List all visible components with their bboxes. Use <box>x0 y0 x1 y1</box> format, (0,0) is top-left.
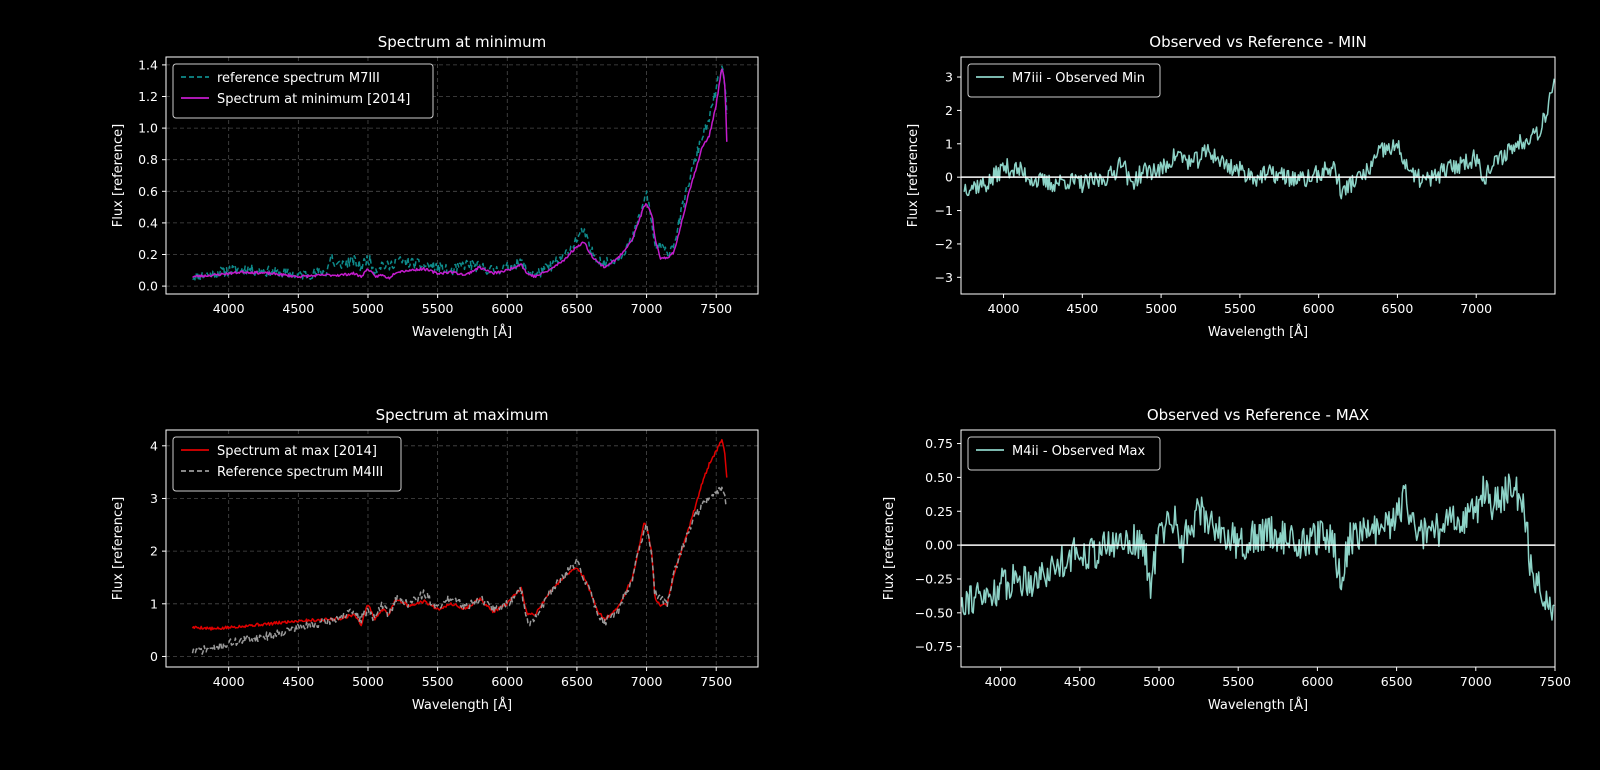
y-tick-label: −0.75 <box>915 639 953 654</box>
x-tick-label: 7000 <box>631 301 663 316</box>
chart-title: Spectrum at minimum <box>378 33 546 51</box>
series-line-2 <box>191 486 728 655</box>
x-tick-label: 6000 <box>491 301 523 316</box>
y-tick-label: 3 <box>945 70 953 85</box>
axes-frame <box>165 429 759 668</box>
legend-label: Spectrum at max [2014] <box>217 444 377 459</box>
legend-label: Reference spectrum M4III <box>217 465 383 480</box>
legend-label: reference spectrum M7III <box>217 71 380 86</box>
chart-title: Spectrum at maximum <box>376 406 549 424</box>
y-axis-label: Flux [reference] <box>882 497 897 600</box>
y-tick-label: 1.2 <box>138 89 158 104</box>
x-tick-label: 5000 <box>1143 674 1175 689</box>
series-line-1 <box>963 78 1555 200</box>
x-tick-label: 6000 <box>1301 674 1333 689</box>
y-tick-label: −2 <box>935 236 953 251</box>
y-tick-label: 2 <box>945 103 953 118</box>
x-tick-label: 6000 <box>1303 301 1335 316</box>
y-tick-label: −1 <box>935 203 953 218</box>
legend-label: Spectrum at minimum [2014] <box>217 92 410 107</box>
y-tick-label: −0.25 <box>915 571 953 586</box>
x-axis-label: Wavelength [Å] <box>412 324 512 340</box>
y-tick-label: 1 <box>945 136 953 151</box>
x-tick-label: 7500 <box>1539 674 1571 689</box>
axes-frame <box>960 56 1556 295</box>
y-tick-label: 3 <box>150 491 158 506</box>
x-tick-label: 4000 <box>988 301 1020 316</box>
x-tick-label: 5000 <box>352 301 384 316</box>
y-axis-label: Flux [reference] <box>111 497 126 600</box>
x-tick-label: 4500 <box>282 301 314 316</box>
x-tick-label: 4000 <box>985 674 1017 689</box>
x-tick-label: 6500 <box>1382 301 1414 316</box>
x-tick-label: 5000 <box>1145 301 1177 316</box>
y-tick-label: 0.4 <box>138 215 158 230</box>
x-tick-label: 5500 <box>422 674 454 689</box>
x-tick-label: 6500 <box>561 674 593 689</box>
x-tick-label: 6500 <box>561 301 593 316</box>
x-tick-label: 7000 <box>631 674 663 689</box>
y-axis-label: Flux [reference] <box>111 124 126 227</box>
y-tick-label: 1.4 <box>138 57 158 72</box>
y-tick-label: 1 <box>150 596 158 611</box>
y-tick-label: 0.75 <box>925 436 953 451</box>
x-tick-label: 5500 <box>1222 674 1254 689</box>
y-tick-label: 0 <box>945 170 953 185</box>
x-axis-label: Wavelength [Å] <box>1208 697 1308 713</box>
y-tick-label: 0.6 <box>138 184 158 199</box>
x-axis-label: Wavelength [Å] <box>412 697 512 713</box>
x-tick-label: 4000 <box>213 301 245 316</box>
x-tick-label: 4500 <box>282 674 314 689</box>
axes-frame <box>165 56 759 295</box>
series-line-2 <box>192 68 728 280</box>
x-tick-label: 4500 <box>1066 301 1098 316</box>
y-axis-label: Flux [reference] <box>906 124 921 227</box>
x-tick-label: 6500 <box>1381 674 1413 689</box>
legend-box <box>172 436 402 492</box>
x-tick-label: 4500 <box>1064 674 1096 689</box>
chart-p4: 4000 4500 5000 5500 6000 6500 7000 7500 −0.75 −0.… <box>882 406 1571 713</box>
series-line-1 <box>191 438 728 631</box>
y-tick-label: 0.0 <box>138 279 158 294</box>
legend-box <box>172 63 434 119</box>
axes-frame <box>960 429 1556 668</box>
y-tick-label: 0 <box>150 649 158 664</box>
y-tick-label: −3 <box>935 270 953 285</box>
legend-box <box>967 63 1161 98</box>
y-tick-label: 0.2 <box>138 247 158 262</box>
x-tick-label: 7000 <box>1460 301 1492 316</box>
y-tick-label: 1.0 <box>138 121 158 136</box>
legend-label: M7iii - Observed Min <box>1012 71 1145 86</box>
legend-box <box>967 436 1161 471</box>
y-tick-label: 2 <box>150 544 158 559</box>
x-tick-label: 4000 <box>213 674 245 689</box>
x-axis-label: Wavelength [Å] <box>1208 324 1308 340</box>
chart-p2: 4000 4500 5000 5500 6000 6500 7000 −3 −2 −1 0 1 2 3 Ob… <box>906 33 1556 340</box>
x-tick-label: 5500 <box>422 301 454 316</box>
series-line-1 <box>961 473 1555 621</box>
chart-title: Observed vs Reference - MIN <box>1149 33 1366 51</box>
y-tick-label: 4 <box>150 438 158 453</box>
chart-title: Observed vs Reference - MAX <box>1147 406 1369 424</box>
legend-label: M4ii - Observed Max <box>1012 444 1146 459</box>
chart-p1: 4000 4500 5000 5500 6000 6500 7000 7500 0.0 0.2 0.… <box>111 33 759 340</box>
x-tick-label: 7500 <box>700 301 732 316</box>
x-tick-label: 6000 <box>491 674 523 689</box>
x-tick-label: 5500 <box>1224 301 1256 316</box>
y-tick-label: 0.50 <box>925 470 953 485</box>
y-tick-label: 0.25 <box>925 504 953 519</box>
y-tick-label: 0.00 <box>925 538 953 553</box>
x-tick-label: 7500 <box>700 674 732 689</box>
chart-p3: 4000 4500 5000 5500 6000 6500 7000 7500 0 1 2 3 4 Spe… <box>111 406 759 713</box>
y-tick-label: −0.50 <box>915 605 953 620</box>
x-tick-label: 5000 <box>352 674 384 689</box>
x-tick-label: 7000 <box>1460 674 1492 689</box>
y-tick-label: 0.8 <box>138 152 158 167</box>
